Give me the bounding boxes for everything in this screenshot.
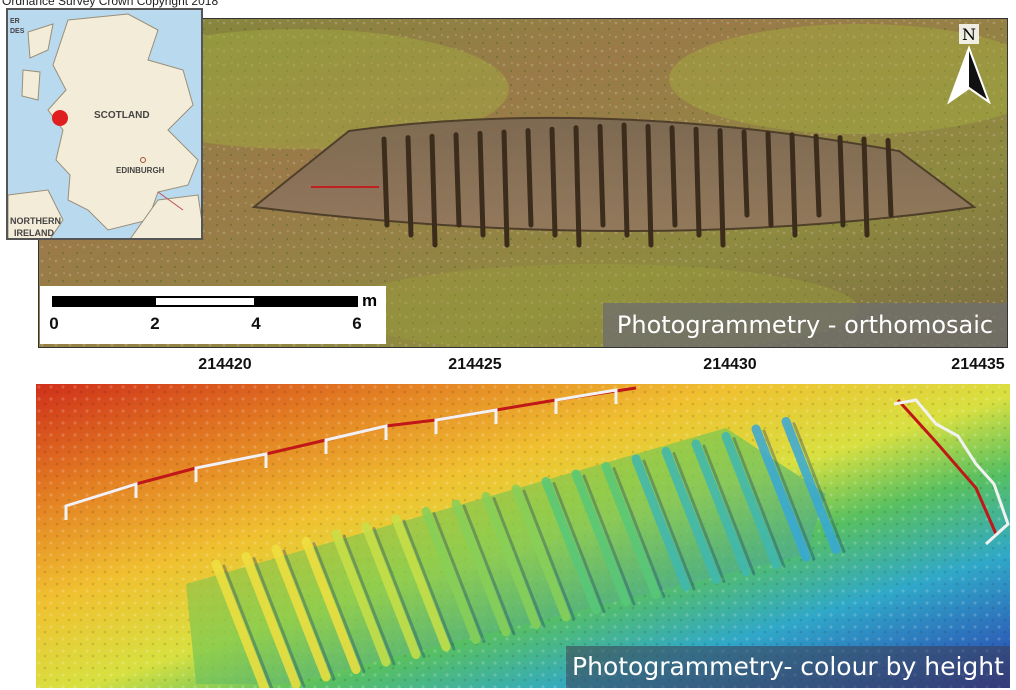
hull-frame-shadow bbox=[432, 512, 486, 643]
profile-bracket bbox=[324, 424, 388, 454]
hull-frame bbox=[813, 133, 822, 218]
hull-frame bbox=[837, 135, 846, 228]
hull-frame-relief bbox=[511, 484, 571, 622]
hull-frame bbox=[573, 125, 582, 248]
hull-frame-shadow bbox=[522, 489, 576, 621]
north-arrow-icon: N bbox=[945, 24, 993, 105]
scale-tick-6: 6 bbox=[352, 314, 362, 333]
scale-segment-1 bbox=[52, 296, 154, 307]
hull-frame bbox=[429, 133, 438, 248]
hull-frame bbox=[549, 126, 558, 238]
hull-frame-shadow bbox=[642, 459, 696, 591]
scotland-outline bbox=[8, 13, 201, 238]
hull-frame-shadow bbox=[732, 437, 786, 568]
inset-label-des: DES bbox=[10, 28, 25, 35]
hull-frame bbox=[789, 132, 798, 238]
hull-frame-relief bbox=[271, 544, 331, 682]
hull-frame-shadow bbox=[402, 519, 456, 651]
hull-frame-shadow bbox=[462, 504, 516, 636]
hull-frame-shadow bbox=[372, 527, 426, 658]
hull-frame-relief bbox=[721, 432, 781, 569]
profile-bracket bbox=[194, 452, 268, 482]
hull-frame-shadow bbox=[762, 429, 816, 561]
scale-tick-4: 4 bbox=[251, 314, 261, 333]
hull-frame-shadow bbox=[612, 467, 666, 598]
height-panel: Photogrammetry- colour by height bbox=[36, 384, 1010, 688]
inset-locator-map: SCOTLAND EDINBURGH NORTHERN IRELAND ER D… bbox=[6, 8, 203, 240]
hull-frame-relief bbox=[361, 522, 421, 659]
hull-frame-relief bbox=[481, 492, 541, 629]
hull-frame-shadow bbox=[312, 542, 366, 673]
hull-frame bbox=[477, 130, 486, 238]
inset-label-northern: NORTHERN bbox=[10, 216, 61, 226]
inset-label-scotland: SCOTLAND bbox=[94, 110, 150, 121]
hull-frame bbox=[765, 130, 774, 228]
hull-frame bbox=[501, 129, 510, 248]
hull-frame-shadow bbox=[492, 497, 546, 628]
copyright-credit: Ordnance Survey Crown Copyright 2018 bbox=[2, 0, 219, 8]
hull-frame bbox=[717, 128, 726, 248]
site-marker bbox=[52, 110, 68, 126]
hull-frame-relief bbox=[631, 454, 691, 592]
easting-label-3: 214430 bbox=[703, 356, 757, 373]
height-relief-image bbox=[36, 384, 1010, 688]
hull-frame-shadow bbox=[672, 452, 726, 583]
hull-frame-relief bbox=[241, 552, 301, 688]
hull-frame-relief bbox=[601, 462, 661, 599]
hull-frame bbox=[693, 126, 702, 238]
profile-bracket bbox=[554, 388, 618, 414]
hull-frame-relief bbox=[751, 424, 811, 562]
easting-label-2: 214425 bbox=[448, 356, 502, 373]
hull-frame bbox=[885, 137, 894, 218]
hull-frame-shadow bbox=[792, 422, 846, 553]
easting-label-1: 214420 bbox=[198, 356, 252, 373]
hull-frame-relief bbox=[451, 499, 511, 637]
hull-frame-shadow bbox=[552, 482, 606, 613]
hull-frame-relief bbox=[781, 417, 841, 554]
hull-frame bbox=[621, 122, 630, 238]
hull-frame-relief bbox=[391, 514, 451, 652]
hull-frame bbox=[645, 123, 654, 248]
hull-frame-relief bbox=[421, 507, 481, 644]
hull-frame-relief bbox=[541, 477, 601, 614]
scale-bar: 0 2 4 6 m bbox=[40, 286, 386, 344]
hull-frame bbox=[597, 123, 606, 228]
hull-frame bbox=[405, 135, 414, 238]
hull-frame-relief bbox=[331, 529, 391, 667]
orthomosaic-label: Photogrammetry - orthomosaic bbox=[603, 303, 1007, 347]
profile-bracket bbox=[434, 408, 498, 434]
hull-frame-relief bbox=[301, 537, 361, 674]
hull-frame bbox=[381, 136, 390, 228]
inset-label-ireland: IRELAND bbox=[14, 228, 54, 238]
north-label: N bbox=[962, 25, 976, 44]
hull-frame-shadow bbox=[252, 557, 306, 688]
hull-frame-relief bbox=[211, 559, 270, 688]
hull-frame bbox=[741, 129, 750, 218]
hull-frame-shadow bbox=[342, 534, 396, 666]
hull-frame bbox=[669, 125, 678, 228]
scale-segment-3 bbox=[256, 296, 358, 307]
scale-segment-2 bbox=[154, 296, 256, 307]
scale-tick-2: 2 bbox=[150, 314, 160, 333]
hull-frame-relief bbox=[691, 439, 751, 577]
hull-frame-shadow bbox=[222, 564, 274, 688]
scale-tick-0: 0 bbox=[49, 314, 59, 333]
easting-label-4: 214435 bbox=[951, 356, 1005, 373]
hull-frame-shadow bbox=[702, 444, 756, 576]
inset-label-er: ER bbox=[10, 18, 20, 25]
hull-frame-shadow bbox=[582, 474, 636, 606]
hull-frame-relief bbox=[661, 447, 721, 584]
hull-frame-shadow bbox=[282, 549, 336, 681]
hull-frame-relief bbox=[571, 469, 631, 607]
hull-frame bbox=[453, 132, 462, 228]
inset-label-edinburgh: EDINBURGH bbox=[116, 166, 165, 175]
height-label: Photogrammetry- colour by height bbox=[566, 646, 1010, 688]
hull-frame bbox=[861, 136, 870, 238]
scale-unit: m bbox=[362, 291, 378, 310]
hull-frame bbox=[525, 128, 534, 228]
profile-bracket bbox=[64, 481, 138, 520]
